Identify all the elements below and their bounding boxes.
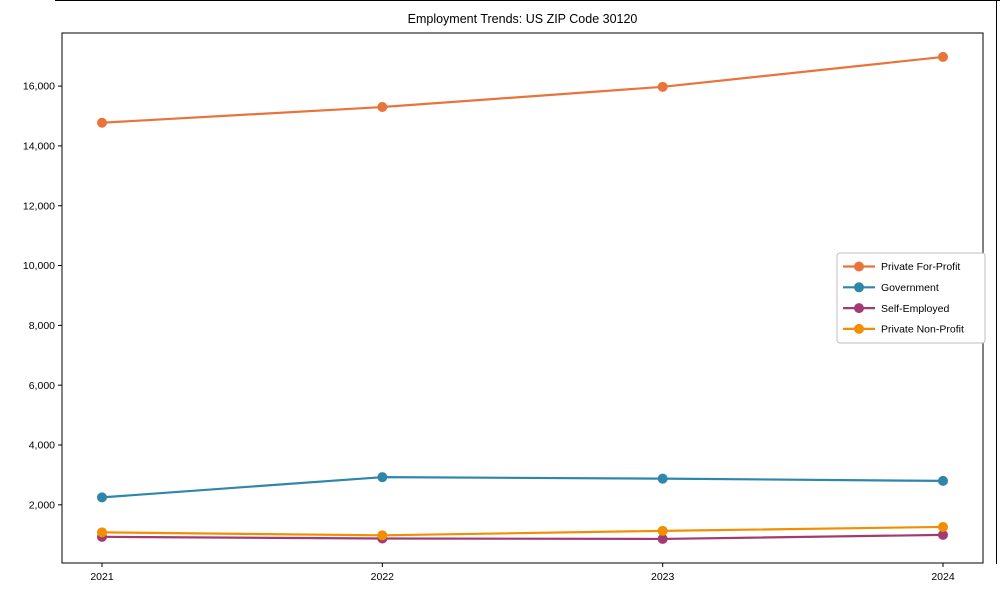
data-point — [657, 533, 668, 544]
x-tick-label: 2024 — [931, 571, 955, 583]
y-tick-label: 10,000 — [23, 260, 55, 272]
data-point — [97, 492, 107, 503]
series-line-self-employed — [101, 533, 944, 541]
data-point — [938, 521, 948, 532]
x-tick-label: 2021 — [90, 571, 114, 583]
data-point — [657, 525, 668, 536]
y-tick-label: 2,000 — [29, 499, 55, 511]
legend-entry: Government — [843, 282, 939, 294]
data-point — [377, 472, 388, 483]
data-point — [938, 51, 948, 62]
legend-marker-icon — [854, 323, 864, 334]
legend-entry: Private For-Profit — [843, 261, 960, 273]
legend-label: Private For-Profit — [881, 261, 960, 273]
legend-label: Self-Employed — [881, 303, 949, 315]
chart-title: Employment Trends: US ZIP Code 30120 — [407, 12, 638, 26]
series-line-government — [101, 476, 944, 499]
legend: Private For-Profit Government Self-Employe… — [836, 252, 986, 344]
x-tick-label: 2022 — [371, 571, 395, 583]
x-tick-label: 2023 — [651, 571, 675, 583]
y-tick-label: 16,000 — [23, 81, 55, 93]
legend-marker-icon — [854, 303, 864, 314]
data-point — [938, 529, 948, 540]
data-point — [657, 81, 668, 92]
legend-marker-icon — [854, 261, 864, 272]
y-tick-label: 14,000 — [23, 141, 55, 153]
legend-entry: Self-Employed — [843, 303, 949, 315]
y-tick-label: 6,000 — [29, 380, 55, 392]
y-tick-label: 8,000 — [29, 320, 55, 332]
y-tick-label: 12,000 — [23, 200, 55, 212]
series-line-private-for-profit — [101, 55, 944, 124]
data-point — [97, 527, 107, 538]
legend-label: Private Non-Profit — [881, 324, 964, 336]
legend-label: Government — [881, 282, 939, 294]
data-point — [657, 473, 668, 484]
legend-entry: Private Non-Profit — [843, 324, 964, 336]
data-point — [377, 530, 388, 541]
legend-box — [836, 252, 986, 344]
legend-marker-icon — [854, 282, 864, 293]
series-line-private-non-profit — [101, 525, 944, 537]
data-point — [377, 102, 388, 113]
data-point — [938, 475, 948, 486]
y-tick-label: 4,000 — [29, 440, 55, 452]
data-point — [97, 117, 107, 128]
